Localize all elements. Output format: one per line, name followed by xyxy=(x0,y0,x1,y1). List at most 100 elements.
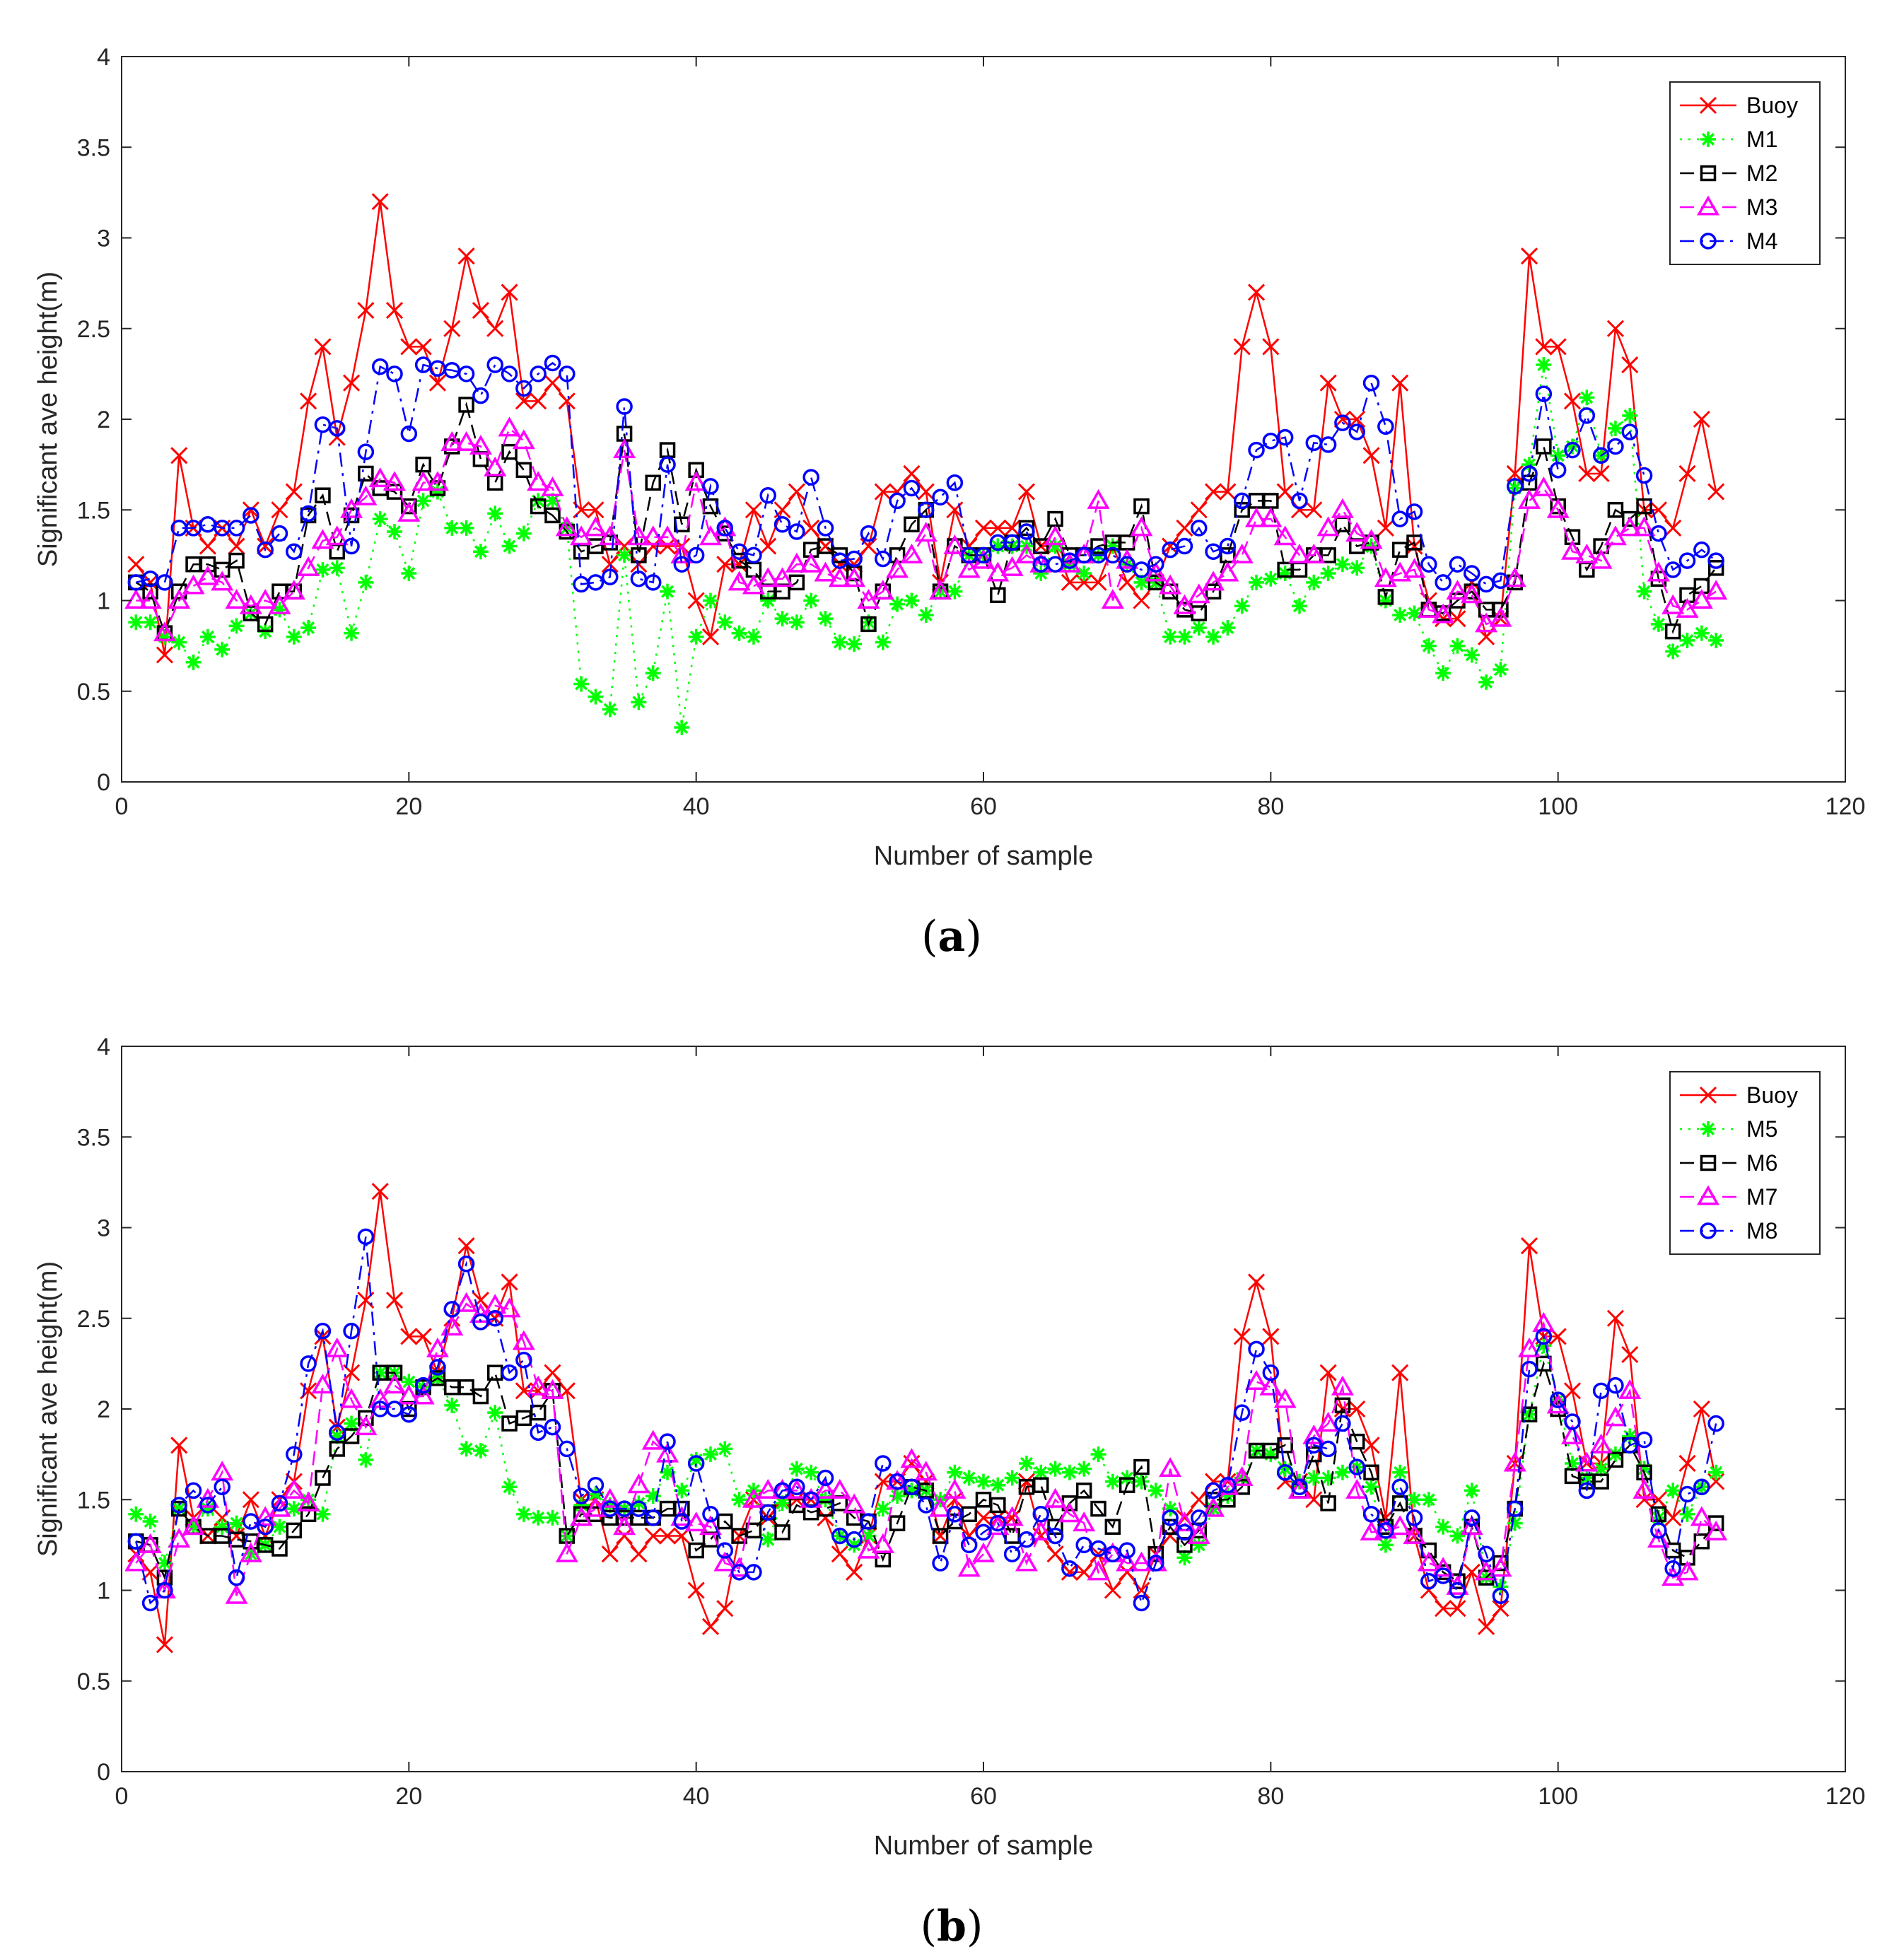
data-point-m8 xyxy=(745,1564,762,1581)
data-point-buoy xyxy=(271,501,288,519)
data-point-m4 xyxy=(300,505,317,522)
data-point-m4 xyxy=(530,366,547,382)
data-point-m1 xyxy=(617,547,633,563)
data-point-m4 xyxy=(860,525,877,542)
data-point-m5 xyxy=(904,1483,920,1499)
data-point-m3 xyxy=(1532,476,1555,496)
data-point-m1 xyxy=(458,520,474,536)
data-point-m5 xyxy=(1550,1392,1566,1408)
data-point-m5 xyxy=(760,1531,776,1548)
data-point-m1 xyxy=(1406,605,1423,621)
data-point-m5 xyxy=(602,1497,618,1513)
data-point-m1 xyxy=(1665,643,1681,660)
data-point-m8 xyxy=(170,1497,188,1514)
data-point-m5 xyxy=(1420,1492,1437,1508)
data-point-m8 xyxy=(917,1497,935,1514)
data-point-m5 xyxy=(1464,1483,1480,1499)
data-point-m5 xyxy=(142,1514,158,1530)
data-point-m1 xyxy=(1363,538,1379,554)
ticks-layer-b: 0 20 40 60 80 100 120 0 0.5 1 1.5 2 2.5 3 3.5 4 xyxy=(77,1034,1866,1810)
data-point-buoy xyxy=(1362,447,1380,464)
data-point-m5 xyxy=(271,1519,288,1535)
data-point-m7 xyxy=(1432,1557,1455,1577)
data-point-buoy xyxy=(687,592,705,609)
data-point-m2 xyxy=(904,516,920,533)
y-tick-label: 1 xyxy=(97,1578,110,1605)
data-point-m8 xyxy=(1162,1509,1179,1526)
data-point-m8 xyxy=(1362,1506,1380,1523)
data-point-m6 xyxy=(358,1410,374,1427)
data-point-m2 xyxy=(358,465,374,482)
data-point-buoy xyxy=(1563,392,1582,410)
data-point-m7 xyxy=(239,1542,262,1562)
data-point-m5 xyxy=(1076,1461,1092,1477)
data-point-buoy xyxy=(1621,1345,1639,1364)
data-point-m6 xyxy=(1521,1406,1538,1422)
data-point-m5 xyxy=(1377,1537,1394,1553)
data-point-m8 xyxy=(1032,1506,1050,1523)
legend-marker-m7 xyxy=(1696,1185,1720,1205)
data-point-m4 xyxy=(1276,428,1294,446)
data-point-m7 xyxy=(1116,1551,1139,1572)
data-point-m1 xyxy=(1191,619,1207,636)
data-point-buoy xyxy=(170,447,188,464)
data-point-m5 xyxy=(660,1464,676,1480)
data-point-m7 xyxy=(354,1415,378,1436)
data-point-m5 xyxy=(515,1506,532,1522)
data-point-buoy xyxy=(1090,573,1107,591)
y-tick-label: 2 xyxy=(97,1396,110,1423)
legend-item-m3: M3 xyxy=(1680,194,1777,220)
data-point-m3 xyxy=(943,534,966,555)
data-point-m1 xyxy=(717,614,733,631)
data-point-m3 xyxy=(168,588,191,609)
data-point-buoy xyxy=(1391,374,1409,392)
legend-item-m1: M1 xyxy=(1680,127,1777,152)
y-tick-label: 4 xyxy=(97,44,110,71)
data-point-m7 xyxy=(484,1294,507,1314)
data-point-m8 xyxy=(400,1405,418,1423)
data-point-m4 xyxy=(243,507,259,524)
data-point-buoy xyxy=(587,501,605,519)
data-point-m4 xyxy=(602,568,619,585)
data-point-m1 xyxy=(344,625,360,641)
data-point-m1 xyxy=(1104,538,1121,554)
data-point-m2 xyxy=(1320,547,1336,563)
data-point-m2 xyxy=(717,525,733,542)
data-point-buoy xyxy=(1406,537,1423,555)
data-point-m8 xyxy=(486,1310,503,1327)
data-point-buoy xyxy=(515,392,532,410)
data-point-m5 xyxy=(961,1470,977,1486)
data-point-m3 xyxy=(1618,516,1642,537)
data-point-buoy xyxy=(630,1545,648,1563)
data-point-m4 xyxy=(343,537,360,555)
data-point-m7 xyxy=(1015,1551,1038,1572)
data-point-m7 xyxy=(641,1429,665,1450)
data-point-m1 xyxy=(889,596,906,612)
data-point-m2 xyxy=(860,616,877,633)
data-point-m4 xyxy=(773,516,791,533)
data-point-buoy xyxy=(644,1527,662,1545)
data-point-m1 xyxy=(329,560,345,576)
data-point-m4 xyxy=(486,356,503,373)
legend-label: Buoy xyxy=(1746,1082,1798,1108)
data-point-m5 xyxy=(1363,1479,1379,1495)
data-point-m5 xyxy=(1665,1483,1681,1499)
data-point-m5 xyxy=(1104,1473,1121,1490)
plot-area-a xyxy=(121,56,1846,783)
data-point-m6 xyxy=(717,1513,733,1530)
data-point-m8 xyxy=(1291,1478,1308,1496)
data-point-m8 xyxy=(860,1513,877,1530)
data-point-m6 xyxy=(271,1540,288,1557)
data-point-m4 xyxy=(1578,407,1596,424)
data-point-m5 xyxy=(128,1506,144,1522)
data-point-m8 xyxy=(889,1473,906,1490)
data-point-buoy xyxy=(1506,464,1524,483)
data-point-m1 xyxy=(645,665,661,682)
data-point-m4 xyxy=(587,574,605,591)
data-point-m1 xyxy=(401,566,417,582)
data-point-m2 xyxy=(990,587,1006,604)
data-point-m1 xyxy=(1493,661,1509,677)
data-point-m7 xyxy=(527,1375,550,1396)
data-point-m1 xyxy=(142,614,158,631)
data-point-buoy xyxy=(558,392,576,410)
